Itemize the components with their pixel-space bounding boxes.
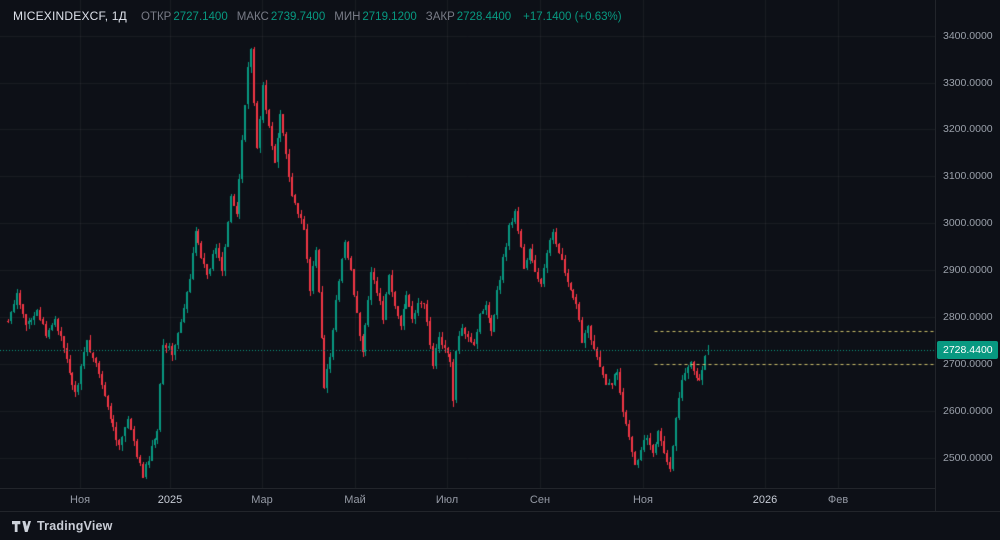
time-tick: Мар (251, 494, 273, 506)
open-value: 2727.1400 (173, 11, 228, 23)
chart-pane: MICEXINDEXCF, 1Д ОТКР 2727.1400 МАКС 2739.… (0, 0, 935, 488)
candlestick-chart[interactable] (0, 0, 935, 488)
price-axis[interactable]: 3400.0000 3300.0000 3200.0000 3100.0000 3000… (935, 0, 1000, 511)
price-tick: 3400.0000 (943, 29, 993, 42)
low-label: МИН (334, 11, 361, 23)
symbol-legend: MICEXINDEXCF, 1Д ОТКР 2727.1400 МАКС 2739.… (13, 9, 622, 23)
time-tick: Май (344, 494, 366, 506)
time-tick-year: 2025 (157, 494, 183, 506)
time-tick: Фев (827, 494, 849, 506)
tradingview-brand-text: TradingView (37, 519, 113, 533)
price-tick: 2600.0000 (943, 404, 993, 417)
price-tick: 2500.0000 (943, 451, 993, 464)
ohlc-low: МИН 2719.1200 (334, 11, 417, 23)
tradingview-logo[interactable]: TradingView (12, 519, 113, 533)
time-tick: Ноя (70, 494, 91, 506)
price-tick: 3200.0000 (943, 123, 993, 136)
symbol-title[interactable]: MICEXINDEXCF, 1Д (13, 9, 128, 23)
price-tick: 3000.0000 (943, 217, 993, 230)
price-tick: 3100.0000 (943, 170, 993, 183)
change-value: +17.1400 (+0.63%) (523, 11, 622, 23)
time-tick: Сен (529, 494, 551, 506)
high-value: 2739.7400 (270, 11, 326, 23)
last-price-label: 2728.4400 (937, 341, 998, 360)
open-label: ОТКР (141, 11, 172, 23)
time-tick: Ноя (632, 494, 653, 506)
price-tick: 2900.0000 (943, 264, 993, 277)
ohlc-open: ОТКР 2727.1400 (141, 11, 228, 23)
bottom-toolbar: TradingView (0, 511, 1000, 540)
tradingview-logo-icon (12, 520, 31, 532)
time-tick-year: 2026 (752, 494, 778, 506)
close-label: ЗАКР (425, 11, 455, 23)
close-value: 2728.4400 (456, 11, 512, 23)
ohlc-high: МАКС 2739.7400 (237, 11, 326, 23)
price-tick: 2800.0000 (943, 310, 993, 323)
high-label: МАКС (236, 11, 269, 23)
price-tick: 3300.0000 (943, 76, 993, 89)
time-tick: Июл (435, 494, 459, 506)
time-axis[interactable]: Ноя 2025 Мар Май Июл Сен Ноя 2026 Фев (0, 488, 935, 512)
price-tick: 2700.0000 (943, 357, 993, 370)
low-value: 2719.1200 (362, 11, 417, 23)
ohlc-close: ЗАКР 2728.4400 (426, 11, 511, 23)
